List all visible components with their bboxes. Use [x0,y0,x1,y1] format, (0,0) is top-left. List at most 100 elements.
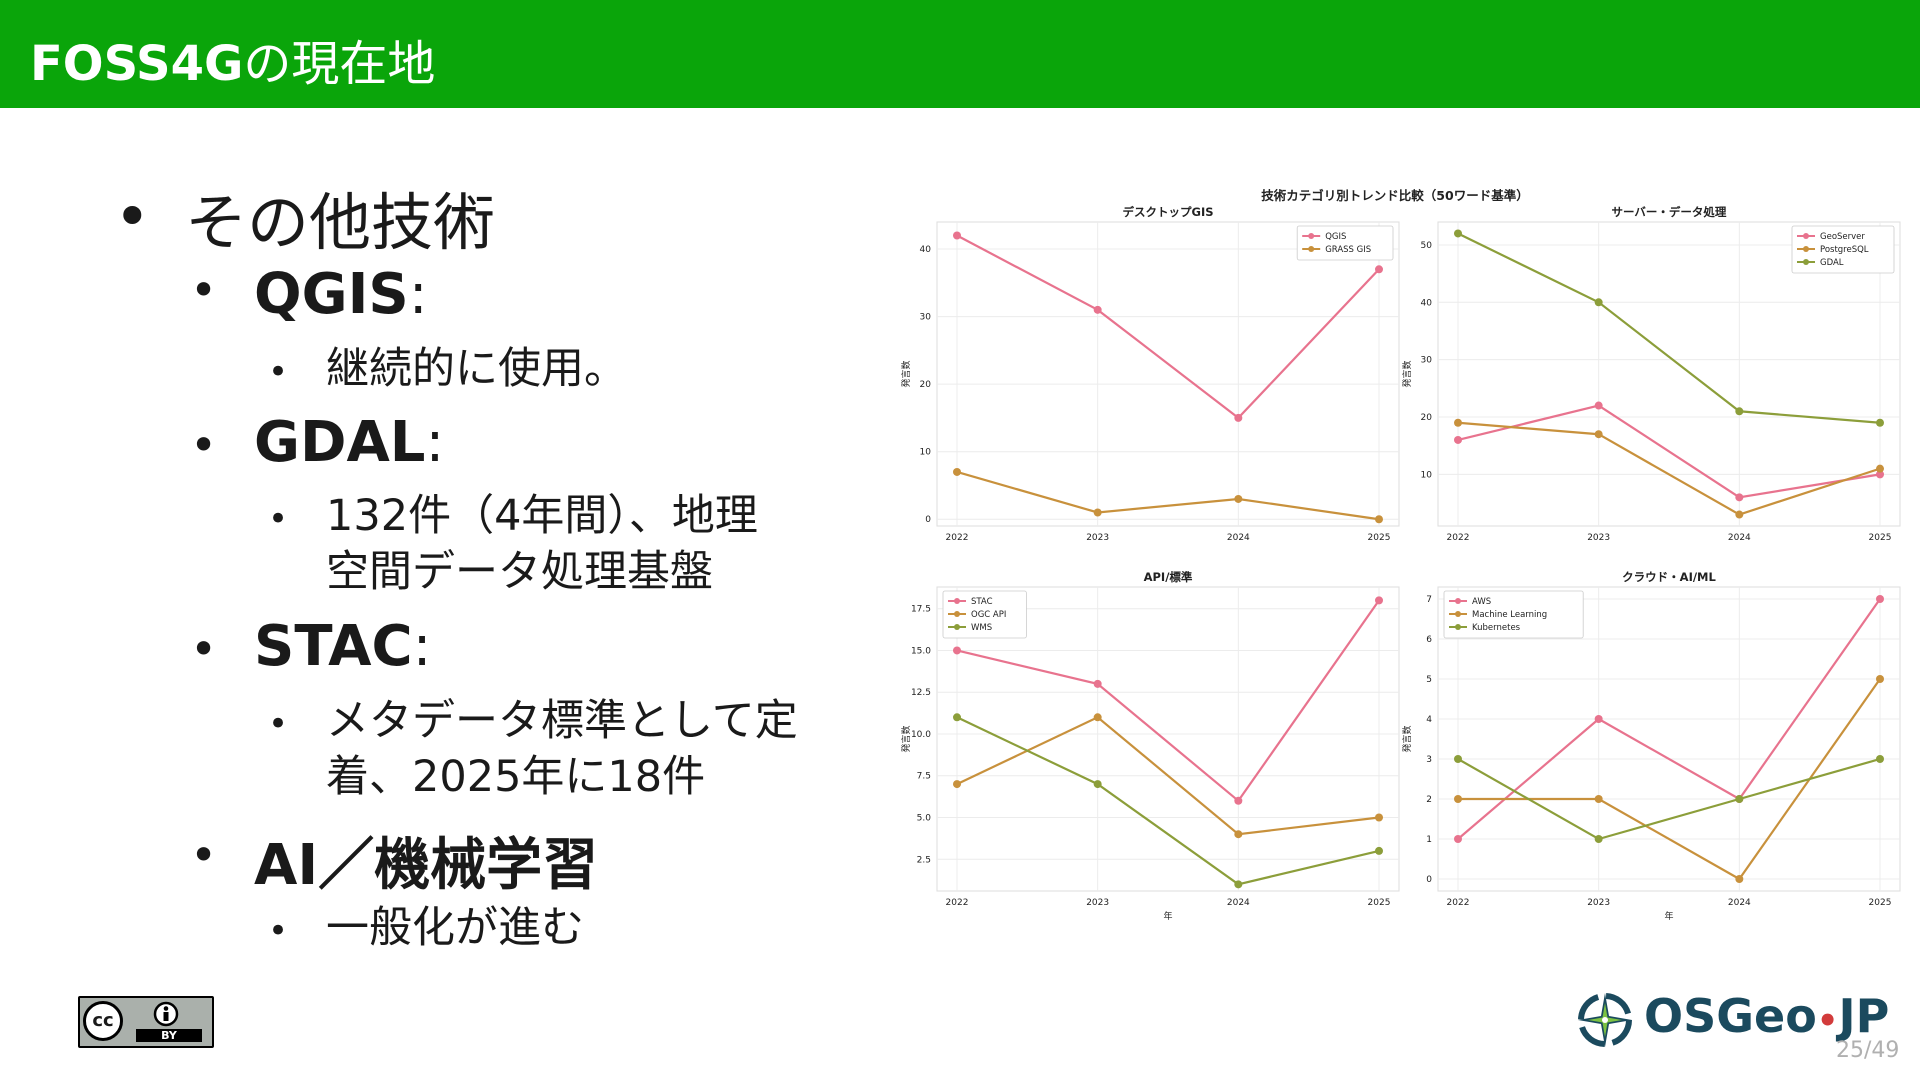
y-tick-label: 30 [920,313,932,323]
qgis-label: QGIS [254,262,409,327]
bullet-stac: STAC: [254,614,432,679]
legend-entry: GDAL [1820,258,1844,268]
legend-marker [954,598,960,604]
qgis-colon: : [408,262,428,327]
plot-area [936,221,1400,527]
y-axis-label: 発言数 [900,360,912,387]
legend-entry: PostgreSQL [1820,245,1869,255]
data-point [953,231,961,240]
series-line [956,470,1380,521]
x-tick-label: 2022 [946,898,969,908]
y-tick-label: 2.5 [917,855,931,865]
series-line [1457,232,1881,424]
legend-box [1443,590,1584,639]
data-point [1735,493,1744,502]
data-point [1093,679,1102,688]
legend-marker [1803,246,1809,252]
trend-chart-svg: 技術カテゴリ別トレンド比較（50ワード基準）デスクトップGIS010203040… [900,188,1901,922]
data-point [1454,435,1462,444]
subplot-title: クラウド・AI/ML [1622,570,1716,584]
legend-entry: GRASS GIS [1325,245,1371,255]
qgis-desc: 継続的に使用。 [326,344,627,394]
data-point [1375,265,1383,274]
data-point [1454,755,1462,763]
stac-desc-line2: 着、2025年に18件 [326,752,706,802]
data-point [1735,875,1744,883]
data-point [1594,795,1603,803]
osgeo-compass-icon [1578,993,1632,1047]
data-point [953,780,961,789]
series-line [1457,404,1881,499]
y-tick-label: 5.0 [917,814,932,824]
bullet-dot: • [190,418,218,472]
y-tick-label: 30 [1421,356,1433,366]
series-line [1457,757,1881,841]
legend-entry: QGIS [1325,232,1346,242]
data-point [1454,795,1462,803]
legend-marker [1455,598,1461,604]
cc-by-license-badge[interactable]: cc BY [78,996,214,1048]
data-point [953,467,961,476]
bullet-dot: • [268,352,289,392]
page-number: 25/49 [1836,1038,1900,1063]
data-point [1234,494,1243,503]
y-tick-label: 15.0 [911,646,931,656]
data-point [1454,418,1462,427]
data-point [1594,298,1603,307]
data-point [1876,595,1884,603]
data-point [1093,780,1102,789]
y-tick-label: 50 [1421,241,1433,251]
data-point [1594,430,1603,439]
x-tick-label: 2022 [1447,898,1470,908]
data-point [1375,596,1383,605]
legend-marker [1308,246,1315,252]
x-tick-label: 2025 [1869,533,1892,543]
data-point [1234,830,1243,839]
series-line [956,716,1380,886]
gdal-desc-line2: 空間データ処理基盤 [326,547,713,597]
y-tick-label: 0 [1426,875,1432,885]
x-tick-label: 2022 [946,533,969,543]
gdal-colon: : [425,410,445,475]
subplot-title: デスクトップGIS [1123,205,1214,219]
stac-colon: : [412,614,432,679]
y-tick-label: 7 [1426,595,1432,605]
data-point [1876,755,1884,763]
slide-title-bold: FOSS4G [30,36,244,92]
data-point [1876,675,1884,683]
series-line [1457,421,1881,516]
data-point [1234,796,1243,805]
y-tick-label: 40 [1421,298,1433,308]
y-axis-label: 発言数 [1401,725,1413,752]
bullet-dot: • [268,911,289,951]
x-tick-label: 2024 [1728,898,1751,908]
data-point [1735,407,1744,416]
y-tick-label: 3 [1426,755,1432,765]
slide-title: FOSS4Gの現在地 [30,24,435,94]
y-tick-label: 4 [1426,715,1432,725]
y-tick-label: 10.0 [911,730,931,740]
data-point [1594,401,1603,410]
data-point [953,646,961,655]
slide-title-rest: の現在地 [243,36,436,92]
bullet-dot: • [268,499,289,539]
logo-jp-text: JP [1838,989,1890,1043]
y-tick-label: 7.5 [917,772,931,782]
legend-entry: STAC [971,597,993,607]
series-line [956,599,1380,803]
legend-entry: Machine Learning [1472,610,1547,620]
osgeo-jp-logo: OSGeo•JP [1572,985,1889,1057]
data-point [1375,515,1383,524]
y-tick-label: 2 [1426,795,1432,805]
y-tick-label: 12.5 [911,688,931,698]
y-tick-label: 20 [1421,413,1433,423]
legend-marker [1308,233,1315,239]
y-tick-label: 40 [920,245,932,255]
legend-marker [1803,233,1809,239]
x-tick-label: 2024 [1227,533,1250,543]
trend-chart-figure: 技術カテゴリ別トレンド比較（50ワード基準） デスクトップGIS 0 10 20 30 40… [895,180,1915,940]
legend-entry: OGC API [971,610,1006,620]
y-tick-label: 10 [1421,470,1433,480]
by-label: BY [136,1029,202,1042]
x-axis-label: 年 [1163,910,1172,922]
